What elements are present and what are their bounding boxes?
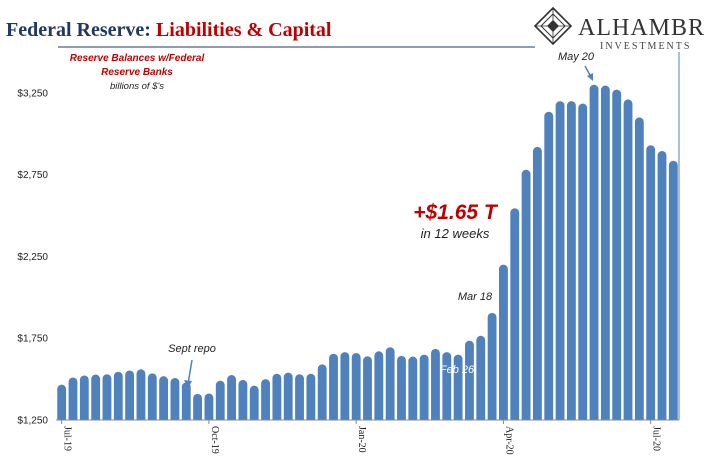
- bar: [499, 264, 508, 420]
- bar: [442, 352, 452, 420]
- bar: [204, 393, 214, 420]
- x-tick-label: Oct-19: [209, 426, 220, 454]
- may20-arrowhead-icon: [587, 73, 593, 81]
- bar: [374, 351, 384, 420]
- bars: [57, 84, 678, 421]
- bar: [646, 145, 656, 420]
- annotation-sept-repo-arrow: [187, 359, 193, 385]
- y-tick-label: $2,750: [17, 170, 48, 181]
- x-tick-label: Jul-20: [651, 426, 662, 451]
- bar: [295, 374, 304, 420]
- bar: [408, 356, 418, 420]
- bar: [589, 84, 599, 420]
- bar: [600, 85, 610, 420]
- bar: [238, 379, 248, 420]
- bar: [317, 364, 327, 420]
- bar: [397, 355, 406, 420]
- bar: [215, 380, 225, 420]
- annotations: Sept repo Feb 26 Mar 18 May 20 +$1.65 T …: [168, 51, 595, 388]
- chart-title-highlight: Liabilities & Capital: [156, 19, 332, 41]
- bar: [476, 335, 486, 420]
- units-label: billions of $'s: [110, 81, 164, 92]
- bar: [261, 379, 270, 420]
- bar: [306, 373, 316, 420]
- bar: [351, 352, 361, 420]
- annotation-increase: +$1.65 T: [413, 201, 499, 224]
- y-tick-label: $2,250: [17, 252, 48, 263]
- bar: [419, 354, 429, 420]
- annotation-mar18: Mar 18: [458, 291, 493, 303]
- bar: [340, 352, 350, 420]
- x-axis: Jul-19 Oct-19 Jan-20 Apr-20 Jul-20: [61, 420, 662, 455]
- bar: [566, 101, 576, 420]
- bar: [465, 340, 474, 420]
- annotation-may20: May 20: [558, 51, 595, 63]
- bar: [227, 375, 236, 420]
- annotation-sept-repo: Sept repo: [168, 343, 216, 355]
- bar: [544, 111, 554, 420]
- bar: [453, 354, 463, 420]
- sept-repo-arrowhead-icon: [184, 380, 192, 388]
- bar: [170, 377, 180, 420]
- bar: [249, 385, 259, 420]
- y-axis: $1,250 $1,750 $2,250 $2,750 $3,250: [17, 88, 48, 426]
- chart-title-main: Federal Reserve:: [6, 19, 156, 41]
- bar: [181, 382, 191, 420]
- bar: [159, 376, 169, 420]
- bar: [657, 150, 667, 420]
- alhambra-logo: ALHAMBRA INVESTMENTS: [533, 6, 705, 52]
- bar: [272, 373, 282, 420]
- logo-subtitle: INVESTMENTS: [600, 41, 691, 52]
- bar: [487, 312, 497, 420]
- annotation-increase-sub: in 12 weeks: [421, 226, 490, 241]
- y-tick-label: $1,250: [17, 416, 48, 427]
- bar: [125, 370, 135, 420]
- bar: [329, 353, 338, 420]
- bar: [431, 348, 440, 420]
- x-tick-label: Jul-19: [62, 426, 73, 451]
- series-label-line2: Reserve Banks: [101, 67, 173, 78]
- bar: [510, 208, 520, 420]
- x-tick-label: Apr-20: [503, 426, 514, 455]
- bar: [612, 89, 622, 421]
- bar: [385, 347, 395, 420]
- bar: [113, 371, 123, 420]
- annotation-feb26: Feb 26: [440, 364, 475, 376]
- bar: [532, 146, 542, 420]
- chart-title: Federal Reserve: Liabilities & Capital: [6, 19, 332, 41]
- bar: [79, 375, 89, 420]
- bar: [668, 160, 678, 421]
- bar: [623, 99, 633, 421]
- bar: [102, 374, 112, 420]
- y-tick-label: $1,750: [17, 334, 48, 345]
- alhambra-diamond-icon: [533, 6, 573, 46]
- bar: [193, 393, 203, 420]
- bar: [555, 101, 565, 420]
- bar: [578, 103, 588, 420]
- logo-name: ALHAMBRA: [578, 15, 705, 41]
- x-tick-label: Jan-20: [356, 426, 367, 453]
- y-tick-label: $3,250: [17, 88, 48, 99]
- bar: [283, 372, 293, 420]
- bar: [136, 369, 146, 420]
- bar: [68, 377, 78, 420]
- bar: [521, 169, 531, 420]
- bar: [634, 117, 644, 421]
- bar: [91, 374, 101, 420]
- bar: [147, 373, 157, 420]
- bar: [57, 384, 67, 420]
- series-label-line1: Reserve Balances w/Federal: [70, 53, 205, 64]
- bar: [363, 356, 372, 420]
